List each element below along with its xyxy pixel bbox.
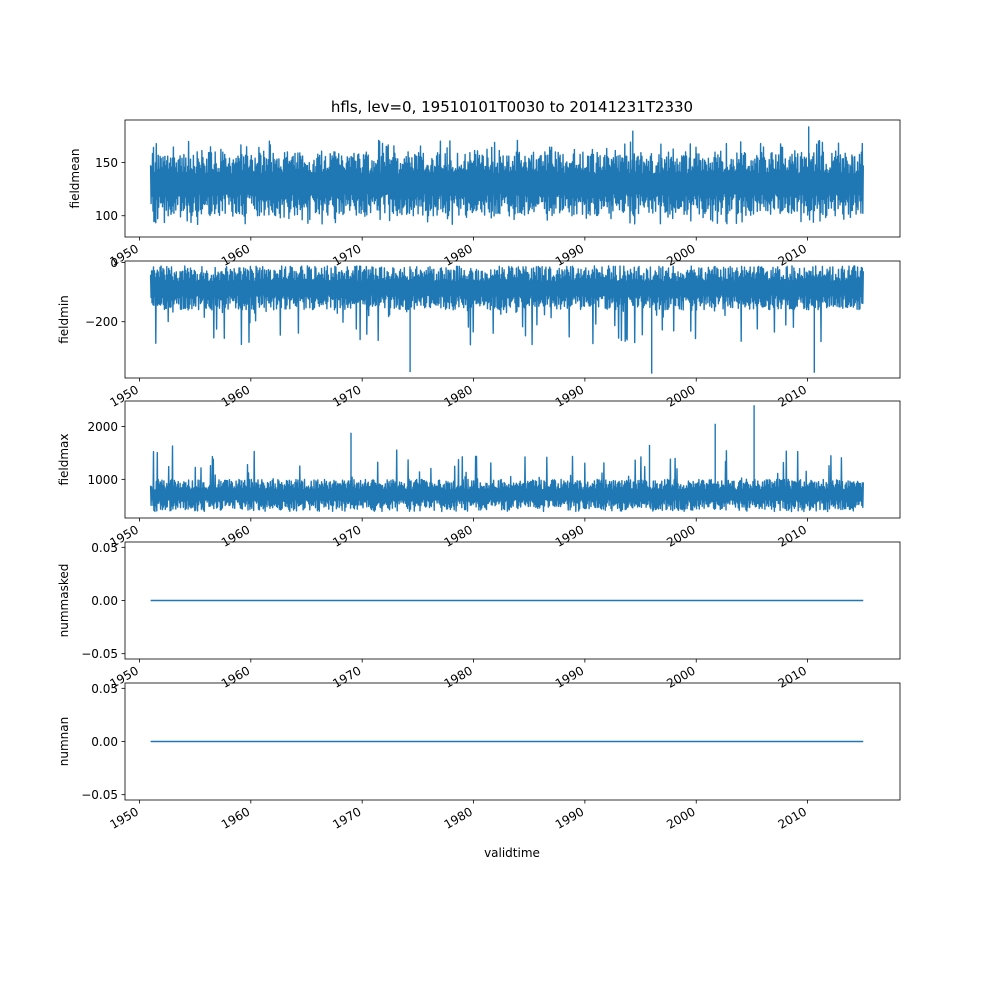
- series-line: [149, 265, 864, 374]
- x-axis-label: validtime: [484, 846, 540, 860]
- y-tick-label: −0.05: [81, 647, 118, 661]
- y-tick-label: 1000: [87, 473, 118, 487]
- y-axis-label: nummasked: [57, 564, 71, 638]
- y-tick-label: 0.05: [91, 541, 118, 555]
- y-tick-label: 0: [110, 256, 118, 270]
- axes-frame: [124, 119, 901, 238]
- axes-frame: [124, 260, 901, 379]
- y-tick-label: 150: [95, 156, 118, 170]
- y-tick-label: 100: [95, 209, 118, 223]
- y-tick-label: 0.00: [91, 594, 118, 608]
- axes-frame: [124, 400, 901, 519]
- series-line: [149, 126, 864, 226]
- y-tick-label: 2000: [87, 420, 118, 434]
- y-axis-label: fieldmean: [68, 149, 82, 209]
- figure-title: hfls, lev=0, 19510101T0030 to 20141231T2…: [331, 98, 693, 116]
- y-axis-label: numnan: [57, 717, 71, 766]
- y-axis-label: fieldmin: [57, 295, 71, 344]
- y-tick-label: −200: [85, 315, 118, 329]
- series-line: [149, 405, 864, 513]
- y-axis-label: fieldmax: [57, 433, 71, 485]
- y-tick-label: 0.00: [91, 735, 118, 749]
- y-tick-label: −0.05: [81, 788, 118, 802]
- y-tick-label: 0.05: [91, 682, 118, 696]
